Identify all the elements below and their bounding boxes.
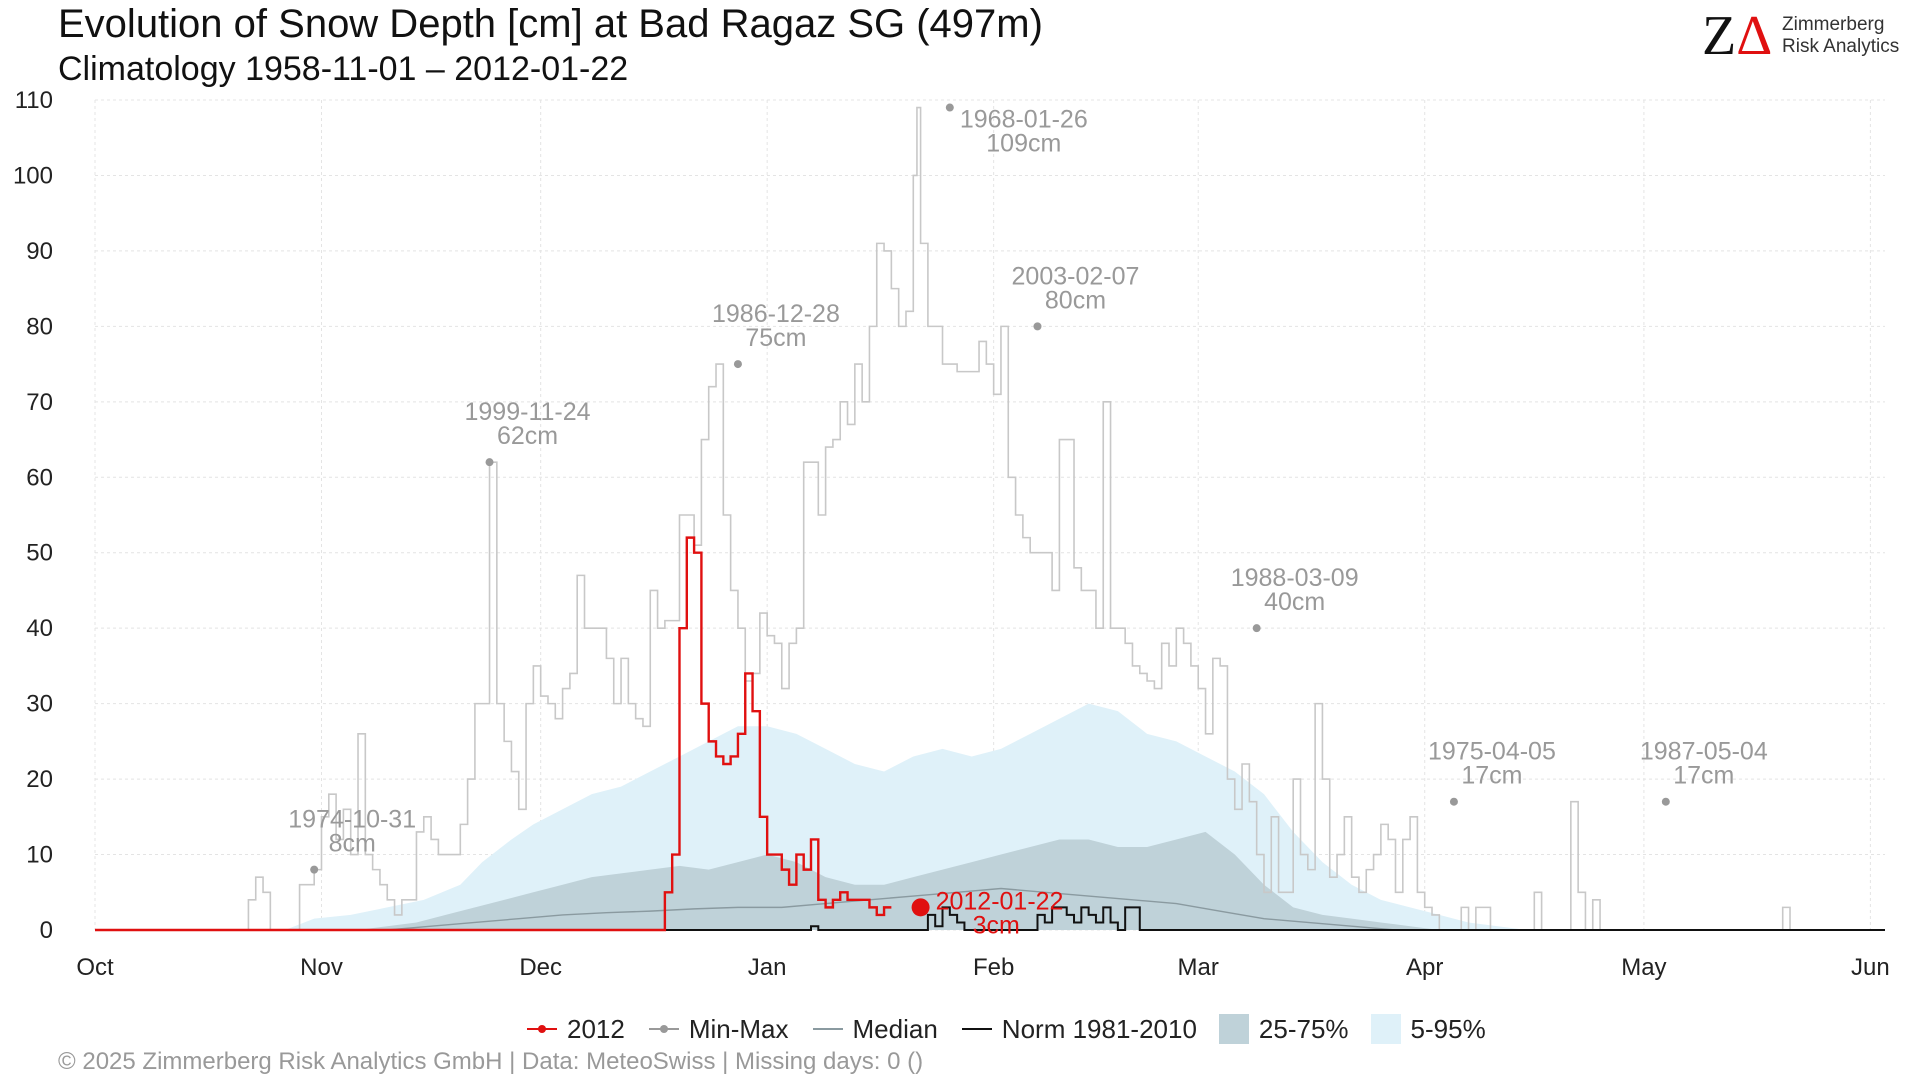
legend-item-band_25_75: 25-75% (1218, 1013, 1349, 1045)
logo-mark: ZΔ (1702, 8, 1772, 64)
legend-item-band_5_95: 5-95% (1370, 1013, 1486, 1045)
y-tick-label: 100 (13, 162, 53, 189)
extreme-value-label: 80cm (1045, 286, 1106, 314)
y-tick-label: 80 (26, 313, 53, 340)
logo-text: Zimmerberg Risk Analytics (1782, 14, 1899, 58)
extreme-marker (945, 103, 954, 112)
y-tick-label: 60 (26, 464, 53, 491)
legend-label: Min-Max (688, 1013, 789, 1044)
extreme-marker (1033, 322, 1042, 331)
extreme-value-label: 62cm (497, 422, 558, 450)
legend-label: Norm 1981-2010 (1001, 1013, 1197, 1044)
current-year-line (95, 536, 892, 932)
extreme-marker (1661, 797, 1670, 806)
extreme-date-label: 1988-03-09 (1231, 564, 1359, 592)
current-value-label: 3cm (973, 911, 1020, 939)
legend-label: 25-75% (1258, 1013, 1349, 1044)
logo-delta: Δ (1736, 5, 1773, 67)
x-tick-label: Mar (1178, 954, 1219, 981)
extreme-marker (1252, 624, 1261, 633)
extreme-value-label: 109cm (986, 130, 1061, 158)
extreme-marker (310, 865, 319, 874)
y-tick-label: 10 (26, 842, 53, 869)
y-tick-label: 90 (26, 238, 53, 265)
extreme-date-label: 1975-04-05 (1428, 738, 1556, 766)
x-tick-label: Feb (973, 954, 1014, 981)
legend-swatch (1218, 1014, 1249, 1044)
extreme-marker (1449, 797, 1458, 806)
legend-label: Median (852, 1013, 938, 1044)
legend-key-line (648, 1025, 679, 1033)
legend-key-line (527, 1025, 557, 1033)
legend-label: 5-95% (1410, 1013, 1486, 1044)
x-tick-label: Apr (1406, 954, 1443, 981)
extreme-date-label: 1999-11-24 (465, 398, 591, 426)
x-tick-label: Dec (519, 954, 562, 981)
x-tick-label: Nov (300, 954, 343, 981)
current-point-marker (911, 898, 930, 917)
extreme-value-label: 40cm (1264, 588, 1325, 616)
extreme-date-label: 2003-02-07 (1012, 262, 1140, 290)
current-date-label: 2012-01-22 (936, 887, 1064, 915)
legend-item-norm: Norm 1981-2010 (960, 1014, 1197, 1045)
y-tick-label: 110 (15, 87, 53, 114)
company-logo: ZΔ Zimmerberg Risk Analytics (1702, 8, 1912, 64)
legend-item-median: Median (811, 1014, 938, 1045)
y-tick-label: 50 (26, 540, 53, 567)
legend-item-current: 2012 (525, 1014, 625, 1045)
legend-key-line (961, 1028, 992, 1030)
extreme-marker (733, 360, 742, 369)
x-tick-label: Jan (748, 954, 787, 981)
legend-item-minmax: Min-Max (647, 1014, 789, 1045)
x-tick-label: Jun (1851, 954, 1890, 981)
extreme-value-label: 17cm (1461, 762, 1522, 790)
norm-line (95, 906, 1885, 931)
extreme-value-label: 8cm (329, 830, 376, 858)
logo-line2: Risk Analytics (1782, 36, 1900, 57)
legend-swatch (1370, 1014, 1401, 1044)
snow-depth-chart: 0 10 20 30 40 50 60 70 80 90 100 110 Oct Nov Dec Jan Feb… (13, 87, 1890, 981)
chart-subtitle: Climatology 1958-11-01 – 2012-01-22 (58, 50, 629, 88)
x-tick-label: May (1621, 954, 1666, 981)
minmax-line (95, 106, 1885, 931)
extreme-date-label: 1968-01-26 (960, 106, 1088, 134)
logo-line1: Zimmerberg (1782, 14, 1885, 35)
footer-credit: © 2025 Zimmerberg Risk Analytics GmbH | … (58, 1048, 924, 1075)
median-line (95, 887, 1885, 931)
extreme-value-label: 17cm (1673, 762, 1734, 790)
chart-legend: 2012 Min-Max Median Norm 1981-2010 25-75% 5-9… (525, 1012, 1508, 1046)
legend-label: 2012 (567, 1013, 625, 1044)
x-tick-label: Oct (76, 954, 114, 981)
y-tick-label: 30 (26, 691, 53, 718)
y-tick-label: 0 (40, 917, 53, 944)
band-25-75 (95, 831, 1885, 930)
extreme-date-label: 1974-10-31 (288, 806, 416, 834)
extreme-value-label: 75cm (745, 324, 806, 352)
y-tick-label: 40 (26, 615, 53, 642)
logo-z: Z (1702, 5, 1737, 67)
extreme-marker (485, 458, 494, 467)
y-tick-label: 20 (26, 766, 53, 793)
extreme-date-label: 1987-05-04 (1640, 738, 1768, 766)
band-5-95 (95, 703, 1885, 930)
y-tick-label: 70 (26, 389, 53, 416)
extreme-date-label: 1986-12-28 (712, 300, 840, 328)
chart-title: Evolution of Snow Depth [cm] at Bad Raga… (58, 2, 1043, 46)
legend-key-line (812, 1028, 843, 1030)
